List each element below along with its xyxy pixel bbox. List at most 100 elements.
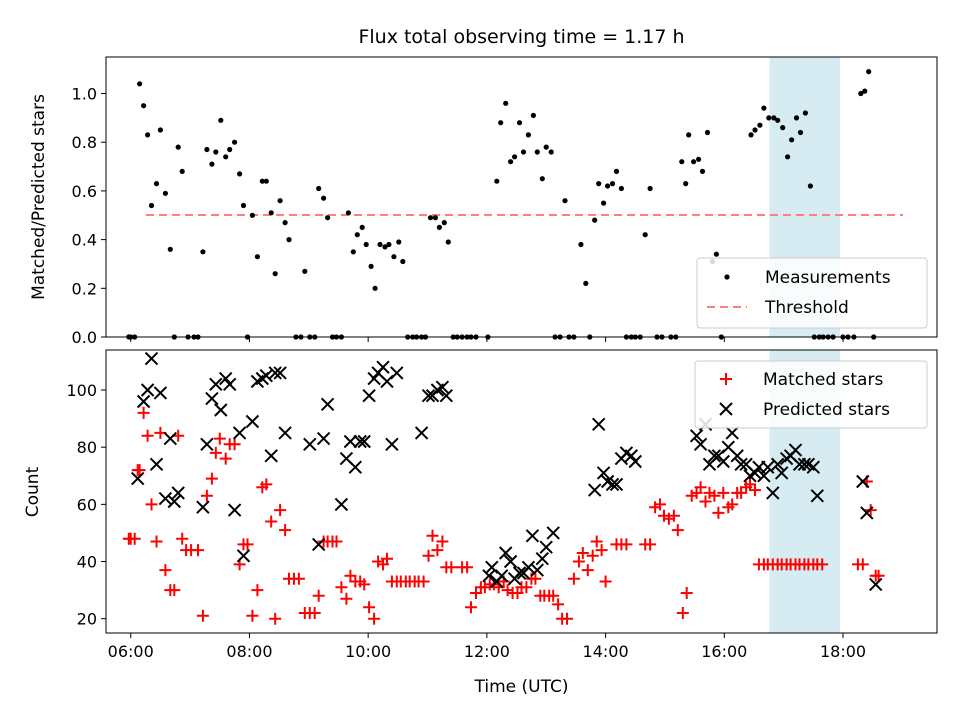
matched-star-point — [335, 581, 348, 594]
predicted-star-point — [236, 549, 251, 563]
matched-star-point — [667, 509, 680, 522]
predicted-star-point — [158, 491, 173, 506]
measurement-point — [771, 115, 777, 121]
measurement-point — [802, 110, 809, 116]
predicted-star-point — [357, 434, 371, 449]
predicted-star-point — [140, 383, 155, 397]
measurement-point — [807, 183, 814, 189]
measurement-point — [516, 120, 523, 126]
matched-star-point — [219, 452, 232, 465]
matched-star-point — [330, 535, 343, 548]
measurement-point — [748, 132, 754, 138]
predicted-star-point — [689, 429, 704, 443]
predicted-star-point — [530, 563, 545, 577]
measurement-point — [543, 144, 549, 150]
measurement-point — [200, 249, 206, 255]
measurement-point — [520, 149, 527, 155]
matched-star-point — [260, 478, 273, 491]
measurement-point — [145, 132, 151, 138]
predicted-star-point — [725, 426, 739, 440]
predicted-star-point — [218, 371, 233, 386]
predicted-star-point — [278, 426, 292, 440]
measurement-point — [511, 154, 518, 160]
predicted-star-point — [716, 454, 731, 469]
predicted-star-point — [868, 577, 883, 592]
measurement-point — [793, 115, 800, 121]
matched-star-point — [717, 486, 730, 499]
measurement-point — [254, 254, 260, 260]
matched-star-point — [269, 612, 282, 625]
bottom-legend: Matched stars Predicted stars — [694, 360, 928, 429]
matched-star-point — [150, 535, 163, 548]
predicted-star-point — [693, 437, 708, 452]
measurement-point — [209, 161, 215, 167]
predicted-star-point — [788, 443, 803, 457]
measurement-point — [167, 246, 173, 252]
measurement-point — [368, 263, 374, 269]
matched-star-point — [712, 506, 725, 519]
predicted-star-point — [227, 503, 242, 517]
top-x-ticks — [130, 337, 844, 342]
top-y-tick-label: 0.2 — [72, 279, 97, 298]
measurement-point — [391, 254, 397, 260]
predicted-star-point — [245, 414, 260, 429]
measurement-point — [696, 156, 702, 162]
bottom-y-axis: 20 40 60 80 100 — [66, 381, 106, 629]
predicted-star-point — [591, 417, 606, 432]
predicted-star-point — [362, 388, 376, 403]
predicted-star-point — [525, 529, 540, 543]
matched-star-point — [422, 549, 435, 562]
measurement-point — [286, 237, 292, 243]
predicted-star-point — [273, 366, 287, 380]
top-y-label: Matched/Predicted stars — [29, 94, 49, 300]
measurement-point — [601, 200, 607, 206]
predicted-star-point — [757, 469, 771, 483]
bottom-marks — [122, 351, 885, 625]
bottom-y-tick-label: 20 — [77, 610, 97, 629]
bottom-y-label: Count — [23, 466, 43, 517]
predicted-star-point — [609, 477, 624, 492]
predicted-star-point — [316, 431, 331, 446]
measurement-point — [153, 181, 160, 187]
measurement-point — [157, 127, 163, 133]
matched-star-point — [133, 464, 146, 477]
matched-star-point — [274, 504, 287, 517]
measurement-point — [862, 88, 868, 94]
predicted-star-point — [136, 394, 151, 409]
matched-star-point — [141, 429, 154, 442]
predicted-star-point — [414, 426, 429, 440]
predicted-star-point — [348, 460, 363, 474]
matched-star-point — [708, 489, 721, 502]
measurement-point — [530, 112, 537, 118]
legend-predicted-marker — [719, 402, 733, 416]
measurement-point — [277, 198, 283, 204]
top-legend: Measurements Threshold — [696, 257, 928, 329]
predicted-star-point — [435, 380, 450, 394]
matched-star-point — [213, 432, 226, 445]
bottom-x-tick-label: 18:00 — [820, 642, 866, 661]
predicted-star-point — [205, 391, 219, 406]
predicted-star-point — [810, 489, 825, 503]
predicted-star-point — [498, 546, 513, 560]
measurement-point — [605, 183, 611, 189]
measurement-point — [766, 115, 772, 121]
measurement-point — [713, 251, 720, 257]
matched-star-point — [576, 547, 589, 559]
measurement-point — [282, 220, 288, 226]
predicted-star-point — [707, 449, 722, 463]
matched-star-point — [363, 601, 376, 614]
measurement-point — [240, 202, 247, 209]
predicted-star-point — [539, 540, 553, 554]
matched-star-point — [676, 607, 689, 619]
legend-matched-marker — [720, 373, 732, 385]
measurement-point — [498, 120, 504, 126]
predicted-star-point — [222, 377, 237, 392]
measurement-point — [642, 232, 648, 238]
measurement-point — [249, 212, 255, 218]
measurement-point — [372, 285, 378, 291]
measurement-point — [263, 178, 269, 184]
top-legend-box — [696, 257, 928, 329]
top-y-tick-label: 1.0 — [72, 85, 97, 104]
bottom-x-tick-label: 14:00 — [583, 642, 629, 661]
